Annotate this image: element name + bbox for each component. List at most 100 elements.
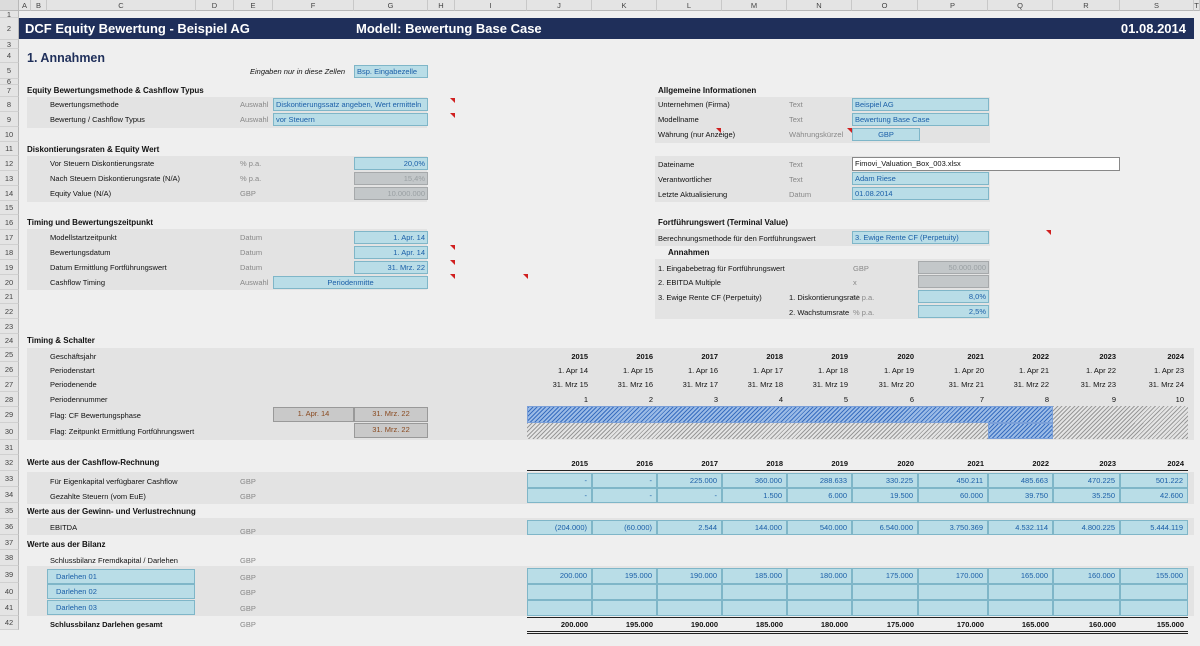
terminal-r3b-input[interactable]: 2,5% — [918, 305, 989, 318]
column-header[interactable]: N — [787, 0, 852, 11]
terminal-r3a-input[interactable]: 8,0% — [918, 290, 989, 303]
cashflow-value[interactable]: 19.500 — [852, 488, 918, 503]
row-header[interactable]: 14 — [0, 186, 19, 201]
bewertungsmethode-select[interactable]: Diskontierungssatz angeben, Wert ermitte… — [273, 98, 428, 111]
row-header[interactable]: 3 — [0, 40, 19, 49]
cashflow-value[interactable]: 42.600 — [1120, 488, 1188, 503]
ebitda-value[interactable]: 4.532.114 — [988, 520, 1053, 535]
row-header[interactable]: 38 — [0, 550, 19, 566]
waehrung-input[interactable]: GBP — [852, 128, 920, 141]
column-header[interactable]: A — [19, 0, 31, 11]
ebitda-value[interactable]: 2.544 — [657, 520, 722, 535]
row-header[interactable]: 39 — [0, 566, 19, 583]
darlehen-value[interactable] — [592, 584, 657, 600]
row-header[interactable]: 37 — [0, 535, 19, 550]
darlehen-value[interactable]: 190.000 — [657, 568, 722, 584]
ebitda-value[interactable]: (60.000) — [592, 520, 657, 535]
row-header[interactable]: 16 — [0, 215, 19, 230]
row-header[interactable]: 42 — [0, 616, 19, 630]
darlehen-value[interactable]: 175.000 — [852, 568, 918, 584]
darlehen-value[interactable]: 200.000 — [527, 568, 592, 584]
darlehen-value[interactable] — [988, 584, 1053, 600]
column-header[interactable]: J — [527, 0, 592, 11]
cashflow-value[interactable]: 450.211 — [918, 473, 988, 488]
row-header[interactable]: 41 — [0, 600, 19, 616]
row-header[interactable]: 36 — [0, 519, 19, 535]
column-header[interactable]: I — [455, 0, 527, 11]
darlehen-value[interactable] — [527, 584, 592, 600]
row-header[interactable]: 21 — [0, 290, 19, 304]
modellstart-input[interactable]: 1. Apr. 14 — [354, 231, 428, 244]
row-header[interactable]: 33 — [0, 471, 19, 487]
column-header[interactable]: T — [1194, 0, 1200, 11]
row-header[interactable]: 9 — [0, 112, 19, 127]
darlehen-value[interactable] — [787, 584, 852, 600]
darlehen-value[interactable] — [852, 584, 918, 600]
column-header[interactable]: R — [1053, 0, 1120, 11]
column-header[interactable]: H — [428, 0, 455, 11]
darlehen-value[interactable]: 155.000 — [1120, 568, 1188, 584]
darlehen-value[interactable] — [918, 584, 988, 600]
select-all-corner[interactable] — [0, 0, 19, 11]
darlehen-03-name[interactable]: Darlehen 03 — [47, 600, 195, 615]
row-header[interactable]: 13 — [0, 171, 19, 186]
row-header[interactable]: 22 — [0, 304, 19, 319]
column-header[interactable]: C — [47, 0, 196, 11]
darlehen-01-name[interactable]: Darlehen 01 — [47, 569, 195, 584]
cashflow-value[interactable]: 60.000 — [918, 488, 988, 503]
cashflow-value[interactable]: 288.633 — [787, 473, 852, 488]
darlehen-value[interactable]: 180.000 — [787, 568, 852, 584]
darlehen-value[interactable] — [1053, 600, 1120, 616]
row-header[interactable]: 32 — [0, 455, 19, 471]
row-header[interactable]: 17 — [0, 230, 19, 245]
column-header[interactable]: S — [1120, 0, 1194, 11]
row-header[interactable]: 1 — [0, 11, 19, 18]
column-header[interactable]: D — [196, 0, 234, 11]
cashflow-value[interactable]: 330.225 — [852, 473, 918, 488]
cashflow-value[interactable]: - — [527, 473, 592, 488]
column-header[interactable]: K — [592, 0, 657, 11]
darlehen-value[interactable]: 185.000 — [722, 568, 787, 584]
ebitda-value[interactable]: (204.000) — [527, 520, 592, 535]
darlehen-value[interactable]: 165.000 — [988, 568, 1053, 584]
modellname-input[interactable]: Bewertung Base Case — [852, 113, 989, 126]
ebitda-value[interactable]: 540.000 — [787, 520, 852, 535]
column-header[interactable]: M — [722, 0, 787, 11]
row-header[interactable]: 11 — [0, 142, 19, 156]
column-header[interactable]: F — [273, 0, 354, 11]
unternehmen-input[interactable]: Beispiel AG — [852, 98, 989, 111]
darlehen-value[interactable]: 170.000 — [918, 568, 988, 584]
row-header[interactable]: 18 — [0, 245, 19, 260]
cashflow-timing-select[interactable]: Periodenmitte — [273, 276, 428, 289]
row-header[interactable]: 23 — [0, 319, 19, 334]
ebitda-value[interactable]: 6.540.000 — [852, 520, 918, 535]
cashflow-value[interactable]: 35.250 — [1053, 488, 1120, 503]
row-header[interactable]: 15 — [0, 201, 19, 215]
darlehen-value[interactable] — [657, 600, 722, 616]
row-header[interactable]: 24 — [0, 334, 19, 348]
cashflow-value[interactable]: 6.000 — [787, 488, 852, 503]
darlehen-value[interactable] — [1120, 584, 1188, 600]
column-header[interactable]: Q — [988, 0, 1053, 11]
darlehen-value[interactable] — [722, 600, 787, 616]
cashflow-value[interactable]: 485.663 — [988, 473, 1053, 488]
column-header[interactable]: L — [657, 0, 722, 11]
verantwortlicher-input[interactable]: Adam Riese — [852, 172, 989, 185]
row-header[interactable]: 7 — [0, 85, 19, 97]
column-header[interactable]: O — [852, 0, 918, 11]
row-header[interactable]: 26 — [0, 362, 19, 377]
cashflow-value[interactable]: 360.000 — [722, 473, 787, 488]
row-header[interactable]: 2 — [0, 18, 19, 40]
darlehen-value[interactable]: 160.000 — [1053, 568, 1120, 584]
column-header[interactable]: P — [918, 0, 988, 11]
terminal-method-select[interactable]: 3. Ewige Rente CF (Perpetuity) — [852, 231, 989, 244]
cashflow-typus-select[interactable]: vor Steuern — [273, 113, 428, 126]
row-header[interactable]: 35 — [0, 503, 19, 519]
ebitda-value[interactable]: 4.800.225 — [1053, 520, 1120, 535]
cashflow-value[interactable]: 39.750 — [988, 488, 1053, 503]
darlehen-value[interactable] — [527, 600, 592, 616]
darlehen-02-name[interactable]: Darlehen 02 — [47, 584, 195, 599]
bewertungsdatum-input[interactable]: 1. Apr. 14 — [354, 246, 428, 259]
row-header[interactable]: 19 — [0, 260, 19, 275]
column-header[interactable]: E — [234, 0, 273, 11]
